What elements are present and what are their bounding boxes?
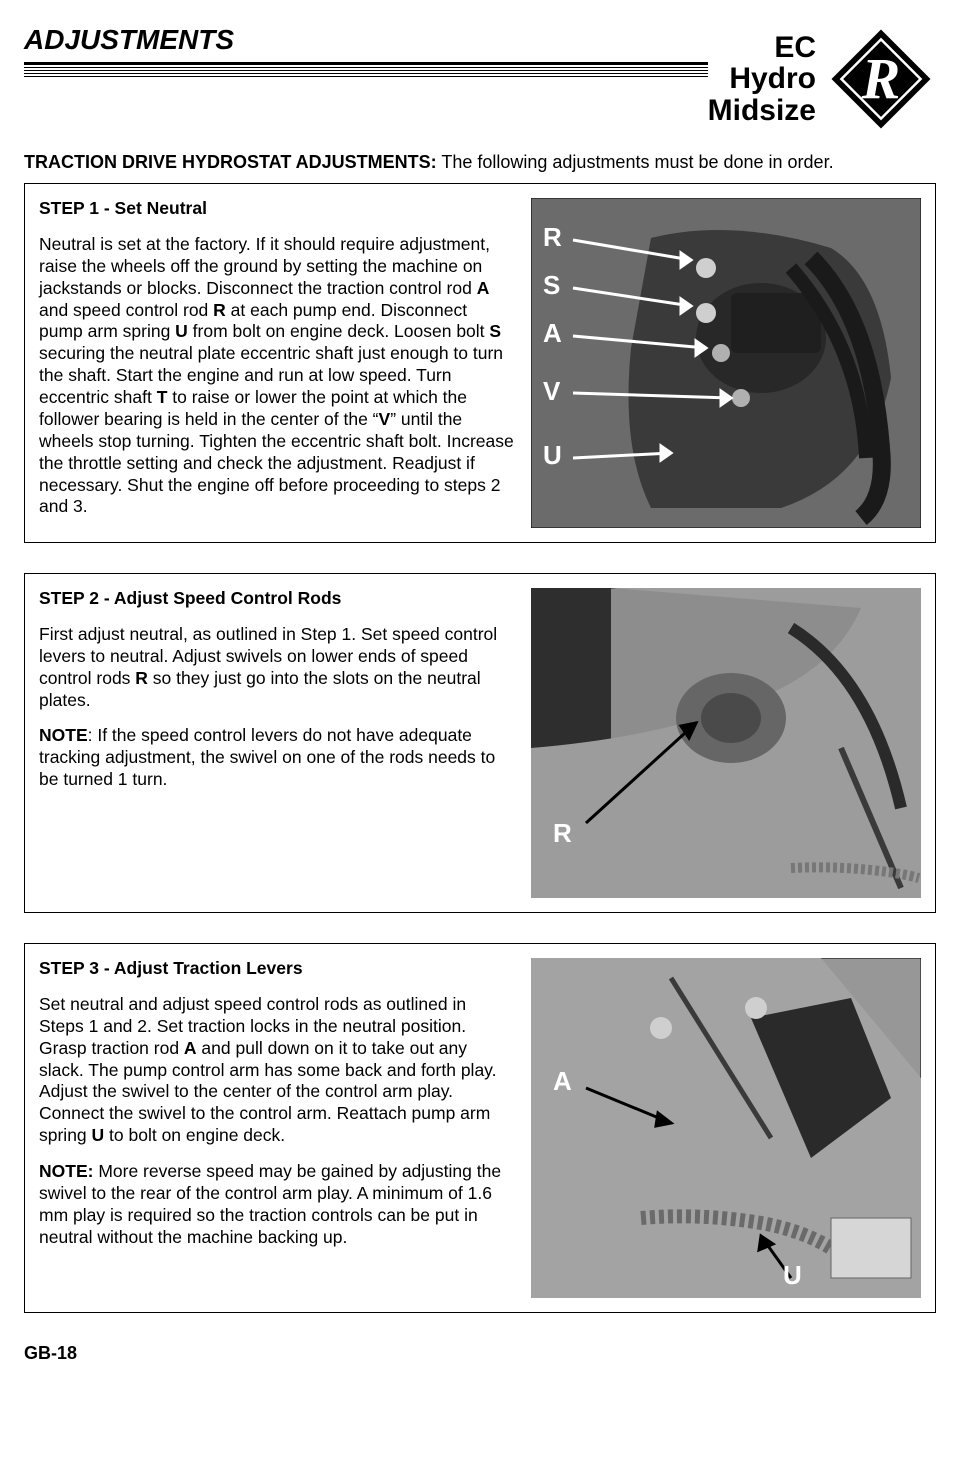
fig1-label-A: A [543,318,562,349]
page-header: ADJUSTMENTS EC Hydro Midsize R [24,24,936,134]
step-3-box: STEP 3 - Adjust Traction Levers Set neut… [24,943,936,1313]
page-title: ADJUSTMENTS [24,24,708,56]
step-2-box: STEP 2 - Adjust Speed Control Rods First… [24,573,936,913]
intro-text: TRACTION DRIVE HYDROSTAT ADJUSTMENTS: Th… [24,152,936,173]
svg-text:R: R [861,46,901,111]
step-3-title: STEP 3 - Adjust Traction Levers [39,958,515,980]
intro-rest: The following adjustments must be done i… [437,152,834,172]
step-2-title: STEP 2 - Adjust Speed Control Rods [39,588,515,610]
step-2-image [531,588,921,898]
step-2-text: STEP 2 - Adjust Speed Control Rods First… [39,588,515,791]
model-name: EC Hydro Midsize [708,32,816,127]
brand-logo-icon: R [826,24,936,134]
step-3-note: NOTE: More reverse speed may be gained b… [39,1161,515,1249]
fig1-label-R: R [543,222,562,253]
step-2-body: First adjust neutral, as outlined in Ste… [39,624,515,712]
step-1-figure: R S A V U [531,198,921,528]
step-1-body: Neutral is set at the factory. If it sho… [39,234,515,518]
step-3-figure: A U [531,958,921,1298]
fig1-label-U: U [543,440,562,471]
fig1-label-V: V [543,376,560,407]
step-1-box: STEP 1 - Set Neutral Neutral is set at t… [24,183,936,543]
fig3-label-A: A [553,1066,572,1097]
model-line-3: Midsize [708,95,816,127]
fig1-label-S: S [543,270,560,301]
step-3-image [531,958,921,1298]
fig3-label-U: U [783,1260,802,1291]
model-line-1: EC [708,32,816,64]
model-line-2: Hydro [708,63,816,95]
step-1-text: STEP 1 - Set Neutral Neutral is set at t… [39,198,515,518]
step-1-image [531,198,921,528]
intro-lead: TRACTION DRIVE HYDROSTAT ADJUSTMENTS: [24,152,437,172]
step-3-body: Set neutral and adjust speed control rod… [39,994,515,1147]
step-3-text: STEP 3 - Adjust Traction Levers Set neut… [39,958,515,1249]
page-number: GB-18 [24,1343,936,1364]
step-2-figure: R [531,588,921,898]
fig2-label-R: R [553,818,572,849]
step-1-title: STEP 1 - Set Neutral [39,198,515,220]
header-rules [24,62,708,76]
step-2-note: NOTE: If the speed control levers do not… [39,725,515,791]
